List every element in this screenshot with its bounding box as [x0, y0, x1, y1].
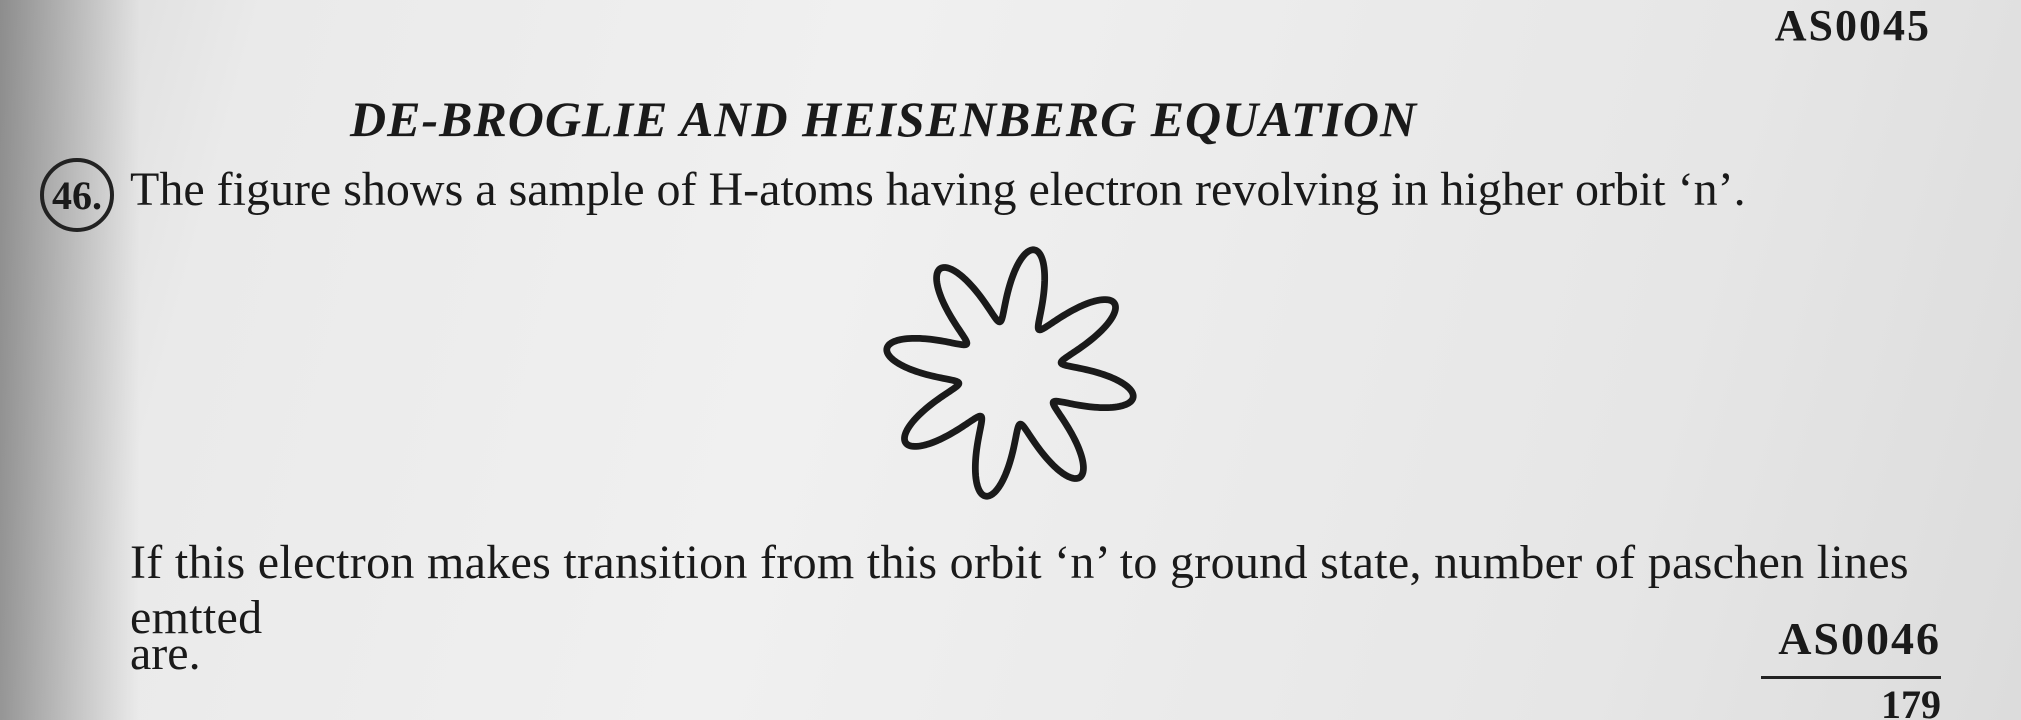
question-text-line-3: are. — [130, 626, 201, 681]
page-number: 179 — [1761, 676, 1941, 720]
reference-code-bottom: AS0046 — [1778, 612, 1941, 665]
question-text-line-1: The figure shows a sample of H-atoms hav… — [130, 162, 1746, 217]
page-gutter-shadow — [0, 0, 140, 720]
question-number: 46. — [40, 158, 114, 232]
reference-code-top: AS0045 — [1775, 0, 1931, 51]
scanned-page: AS0045 DE-BROGLIE AND HEISENBERG EQUATIO… — [0, 0, 2021, 720]
question-text-line-2: If this electron makes transition from t… — [130, 535, 2021, 645]
question-number-badge: 46. — [40, 158, 114, 232]
de-broglie-orbit-figure — [855, 233, 1165, 513]
section-heading: DE-BROGLIE AND HEISENBERG EQUATION — [350, 90, 1417, 148]
orbit-wave-path — [887, 250, 1133, 496]
